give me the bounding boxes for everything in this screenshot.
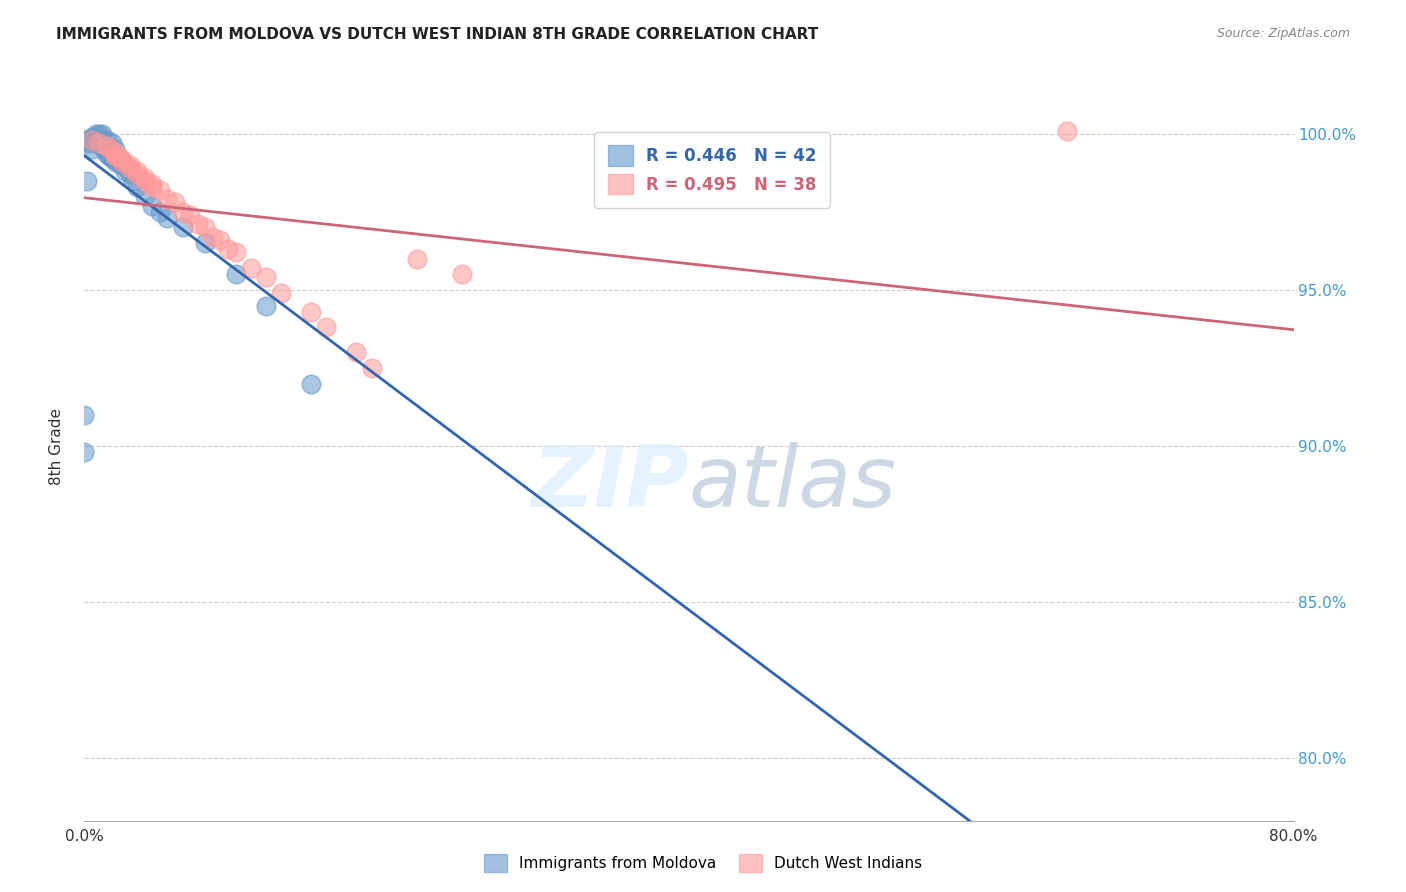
Point (141, 199, 163, 213)
Point (104, 145, 127, 160)
Legend: R = 0.446   N = 42, R = 0.495   N = 38: R = 0.446 N = 42, R = 0.495 N = 38 (595, 132, 830, 208)
Point (80, 133, 103, 147)
Point (118, 161, 141, 176)
Point (84, 133, 107, 147)
Point (89, 127, 111, 141)
Text: ZIP: ZIP (531, 442, 689, 525)
Point (107, 148, 129, 162)
Point (111, 152, 134, 166)
Point (93, 143, 115, 157)
Point (239, 261, 262, 276)
Point (90, 139, 112, 153)
Point (225, 268, 247, 282)
Point (111, 155, 134, 169)
Point (156, 211, 179, 226)
Point (121, 174, 143, 188)
Point (149, 183, 172, 197)
Point (75, 133, 97, 147)
Point (111, 155, 134, 169)
Point (108, 155, 131, 169)
Point (115, 161, 138, 176)
Point (179, 208, 201, 222)
Point (201, 230, 224, 244)
Point (104, 143, 127, 157)
Point (141, 180, 163, 194)
Text: atlas: atlas (689, 442, 897, 525)
Point (73, 445, 96, 459)
Point (165, 195, 187, 210)
Point (89, 136, 111, 151)
Point (82, 143, 104, 157)
Point (98, 148, 121, 162)
Point (209, 233, 232, 247)
Point (76, 174, 98, 188)
Point (225, 245, 247, 260)
Point (172, 205, 194, 219)
Point (156, 193, 179, 207)
Point (172, 220, 194, 235)
Point (118, 168, 141, 182)
Point (104, 148, 127, 162)
Point (149, 205, 172, 219)
Point (134, 174, 156, 188)
Point (87, 136, 110, 151)
Point (91, 127, 114, 141)
Point (112, 158, 135, 172)
Point (134, 170, 156, 185)
Point (254, 299, 277, 313)
Y-axis label: 8th Grade: 8th Grade (49, 408, 63, 484)
Point (110, 158, 132, 172)
Point (194, 236, 217, 251)
Point (100, 136, 122, 151)
Point (79, 133, 101, 147)
Point (105, 155, 128, 169)
Point (360, 360, 382, 375)
Point (1056, 124, 1078, 138)
Point (134, 189, 156, 203)
Point (77, 136, 100, 151)
Point (346, 345, 368, 359)
Legend: Immigrants from Moldova, Dutch West Indians: Immigrants from Moldova, Dutch West Indi… (477, 846, 929, 880)
Point (451, 268, 474, 282)
Point (98, 143, 121, 157)
Point (97, 148, 120, 162)
Point (141, 177, 163, 191)
Point (299, 305, 322, 319)
Point (94, 145, 117, 160)
Point (254, 270, 277, 285)
Point (194, 220, 217, 235)
Point (270, 286, 292, 301)
Point (101, 152, 124, 166)
Point (406, 252, 429, 266)
Point (114, 164, 136, 178)
Point (80, 130, 103, 145)
Point (127, 164, 149, 178)
Point (217, 243, 239, 257)
Point (73, 408, 96, 422)
Point (86, 127, 108, 141)
Point (107, 148, 129, 162)
Point (127, 168, 149, 182)
Point (315, 320, 337, 334)
Text: IMMIGRANTS FROM MOLDOVA VS DUTCH WEST INDIAN 8TH GRADE CORRELATION CHART: IMMIGRANTS FROM MOLDOVA VS DUTCH WEST IN… (56, 27, 818, 42)
Text: Source: ZipAtlas.com: Source: ZipAtlas.com (1216, 27, 1350, 40)
Point (299, 376, 322, 391)
Point (118, 158, 141, 172)
Point (96, 133, 118, 147)
Point (96, 139, 118, 153)
Point (127, 180, 149, 194)
Point (187, 218, 209, 232)
